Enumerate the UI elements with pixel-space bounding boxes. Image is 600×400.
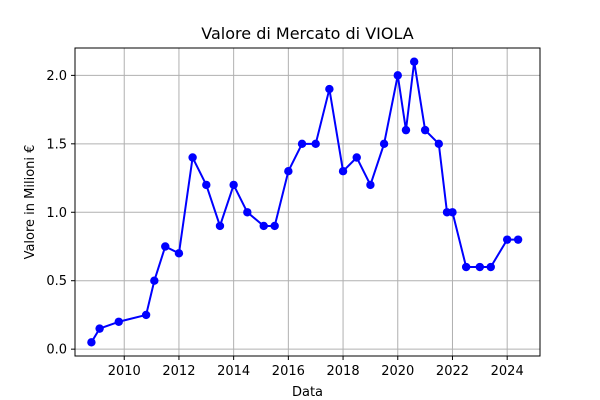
data-point <box>325 84 334 94</box>
series-line <box>90 60 519 343</box>
y-tick-label: 1.5 <box>46 137 67 152</box>
grid <box>75 48 540 356</box>
data-point <box>174 249 184 258</box>
x-axis-label: Data <box>292 385 323 400</box>
x-tick-label: 2024 <box>491 364 524 379</box>
data-point <box>188 153 197 162</box>
y-tick-label: 0.5 <box>46 274 67 289</box>
data-point <box>379 139 389 149</box>
series-layer <box>87 57 523 347</box>
x-tick-label: 2018 <box>327 364 360 379</box>
data-point <box>352 153 361 162</box>
x-tick-label: 2014 <box>217 364 250 379</box>
data-point <box>161 242 170 251</box>
y-tick-label: 0.0 <box>46 343 67 358</box>
data-point <box>141 310 151 320</box>
data-point <box>150 276 159 285</box>
data-point <box>401 125 411 135</box>
y-tick-label: 2.0 <box>46 69 67 84</box>
data-point <box>270 221 279 231</box>
x-tick-label: 2022 <box>436 364 469 379</box>
data-point <box>486 262 495 272</box>
data-point <box>259 221 268 231</box>
data-point <box>434 139 443 149</box>
data-point <box>420 125 430 135</box>
x-tick-label: 2020 <box>381 364 414 379</box>
data-point <box>114 317 123 326</box>
y-tick-label: 1.0 <box>46 206 67 221</box>
data-point <box>87 338 96 347</box>
data-point <box>243 208 252 217</box>
data-point <box>502 235 512 244</box>
data-point <box>297 139 307 149</box>
y-axis-label: Valore in Milioni € <box>23 145 38 260</box>
ticks: 2010 2012 2014 2016 2018 2020 2022 2024 0.0 0.5 1.… <box>46 69 523 379</box>
chart-title: Valore di Mercato di VIOLA <box>201 24 413 43</box>
data-point <box>513 235 523 244</box>
data-point <box>366 180 375 190</box>
data-point <box>461 262 471 272</box>
data-point <box>475 262 485 272</box>
data-point <box>448 208 457 217</box>
data-point <box>215 221 225 231</box>
data-point <box>95 324 104 333</box>
data-point <box>229 180 238 190</box>
x-tick-label: 2010 <box>108 364 141 379</box>
data-point <box>311 139 320 149</box>
x-tick-label: 2012 <box>162 364 195 379</box>
data-point <box>338 167 348 176</box>
plot-frame <box>74 47 541 357</box>
data-point <box>202 180 211 190</box>
x-tick-label: 2016 <box>272 364 305 379</box>
data-point <box>409 57 419 66</box>
data-point <box>393 71 402 80</box>
data-point <box>284 167 293 176</box>
